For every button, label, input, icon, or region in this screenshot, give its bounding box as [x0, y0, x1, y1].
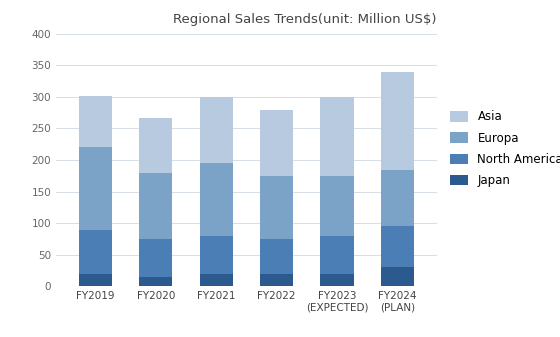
Bar: [78, 96, 112, 148]
Bar: [260, 274, 293, 286]
Bar: [320, 176, 354, 236]
Bar: [78, 148, 112, 229]
Bar: [381, 268, 414, 286]
Bar: [199, 97, 233, 163]
Bar: [381, 170, 414, 226]
Bar: [381, 72, 414, 170]
Bar: [260, 110, 293, 176]
Legend: Asia, Europa, North America, Japan: Asia, Europa, North America, Japan: [450, 111, 560, 187]
Bar: [199, 163, 233, 236]
Bar: [320, 274, 354, 286]
Bar: [78, 229, 112, 274]
Bar: [260, 176, 293, 239]
Bar: [139, 173, 172, 239]
Bar: [381, 226, 414, 268]
Bar: [199, 274, 233, 286]
Bar: [320, 97, 354, 176]
Bar: [139, 118, 172, 173]
Bar: [320, 236, 354, 274]
Bar: [260, 239, 293, 274]
Bar: [139, 239, 172, 277]
Bar: [78, 274, 112, 286]
Bar: [139, 277, 172, 286]
Bar: [199, 236, 233, 274]
Text: Regional Sales Trends(unit: Million US$): Regional Sales Trends(unit: Million US$): [173, 12, 437, 26]
